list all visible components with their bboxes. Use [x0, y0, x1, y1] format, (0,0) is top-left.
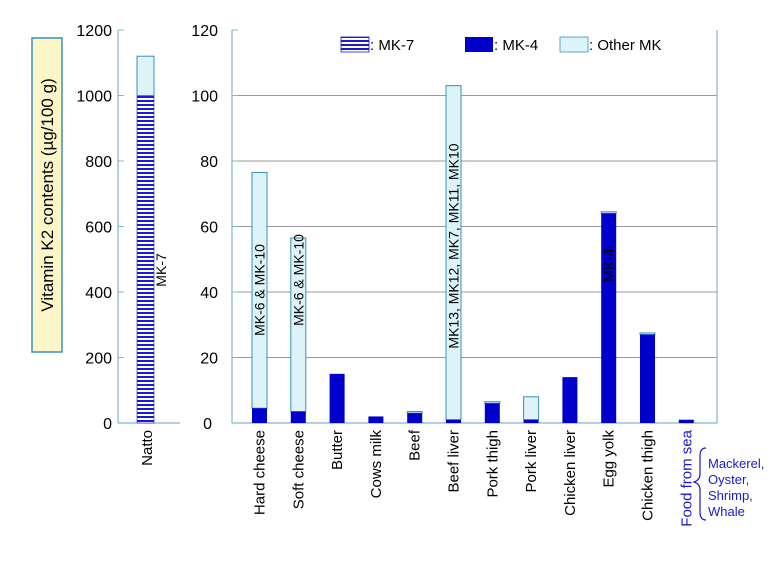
x-tick-label: Pork thigh	[484, 430, 501, 498]
bar-butter-mk4	[330, 374, 345, 423]
y-tick-label: 400	[85, 285, 112, 302]
y-tick-label: 60	[200, 220, 218, 237]
y-tick-label: 80	[200, 154, 218, 171]
bar-chicken-thigh-other-mk	[640, 333, 655, 335]
y-axis-title-text: Vitamin K2 contents (µg/100 g)	[38, 78, 57, 311]
y-tick-label: 0	[203, 416, 212, 433]
y-tick-label: 1000	[76, 89, 112, 106]
y-tick-label: 0	[103, 416, 112, 433]
left-panel-bars	[137, 56, 154, 423]
legend-swatch-mk7	[341, 37, 369, 52]
y-tick-label: 40	[200, 285, 218, 302]
bar-egg-yolk-other-mk	[601, 212, 616, 214]
bar-annotation-natto: MK-7	[153, 253, 169, 287]
right-panel-x-tick-labels: Hard cheese Soft cheese Butter Cows milk Bee…	[252, 429, 696, 527]
bar-pork-liver-mk4	[524, 420, 539, 423]
x-tick-label: Food from sea	[678, 429, 695, 526]
x-tick-label-natto: Natto	[139, 430, 156, 466]
x-tick-label: Hard cheese	[252, 430, 269, 515]
bar-beef-mk4	[407, 413, 422, 423]
legend-label-other-mk: : Other MK	[589, 37, 662, 54]
bar-soft-cheese-mk4	[291, 412, 306, 423]
x-tick-label: Beef liver	[446, 430, 463, 493]
bar-chicken-liver-mk4	[562, 377, 577, 423]
bar-pork-liver-other-mk	[524, 397, 539, 420]
food-from-sea-bracket	[694, 448, 706, 520]
bar-annotation: MK-6 & MK-10	[290, 234, 306, 326]
y-axis-title: Vitamin K2 contents (µg/100 g)	[32, 38, 62, 352]
y-tick-label: 200	[85, 351, 112, 368]
bar-annotation: MK-4	[601, 248, 617, 282]
bar-beef-other-mk	[407, 412, 422, 414]
x-tick-label: Butter	[329, 430, 346, 470]
bar-hard-cheese-mk4	[252, 408, 267, 423]
food-from-sea-note-line: Oyster,	[708, 472, 749, 487]
x-tick-label: Chicken liver	[562, 430, 579, 516]
legend: : MK-7 : MK-4 : Other MK	[341, 37, 662, 54]
bar-cows-milk-mk4	[368, 416, 383, 423]
x-tick-label: Beef	[407, 429, 424, 461]
right-panel-bars	[252, 86, 694, 423]
legend-swatch-mk4	[465, 37, 493, 52]
food-from-sea-note-line: Whale	[708, 504, 745, 519]
y-tick-label: 20	[200, 351, 218, 368]
bar-natto-other-mk	[137, 56, 154, 95]
y-tick-label: 600	[85, 220, 112, 237]
x-tick-label: Cows milk	[368, 430, 385, 499]
bar-natto-mk7	[137, 96, 154, 424]
y-tick-label: 1200	[76, 23, 112, 40]
x-tick-label: Soft cheese	[290, 430, 307, 509]
bar-beef-liver-mk4	[446, 420, 461, 423]
food-from-sea-note-line: Mackerel,	[708, 456, 764, 471]
bar-chicken-thigh-mk4	[640, 335, 655, 423]
bar-pork-thigh-other-mk	[485, 402, 500, 404]
bar-annotation: MK-6 & MK-10	[252, 244, 268, 336]
food-from-sea-note-line: Shrimp,	[708, 488, 753, 503]
x-tick-label: Egg yolk	[601, 430, 618, 488]
bar-food-from-sea-mk4	[679, 420, 694, 423]
legend-swatch-other-mk	[560, 37, 588, 52]
left-panel-y-ticks: 0 200 400 600 800 1000 1200	[76, 23, 124, 433]
x-tick-label: Pork liver	[523, 430, 540, 493]
y-tick-label: 100	[191, 89, 218, 106]
y-tick-label: 800	[85, 154, 112, 171]
bar-egg-yolk-mk4	[601, 213, 616, 423]
right-panel-annotations: MK-6 & MK-10 MK-6 & MK-10 MK13, MK12, MK7,…	[252, 143, 617, 348]
x-tick-label: Chicken thigh	[640, 430, 657, 521]
food-from-sea-note: Mackerel, Oyster, Shrimp, Whale	[708, 456, 764, 519]
bar-pork-thigh-mk4	[485, 403, 500, 423]
y-tick-label: 120	[191, 23, 218, 40]
legend-label-mk4: : MK-4	[494, 37, 538, 54]
right-panel-y-ticks: 0 20 40 60 80 100 120	[191, 23, 238, 433]
legend-label-mk7: : MK-7	[370, 37, 414, 54]
bar-annotation: MK13, MK12, MK7, MK11, MK10	[446, 143, 462, 348]
